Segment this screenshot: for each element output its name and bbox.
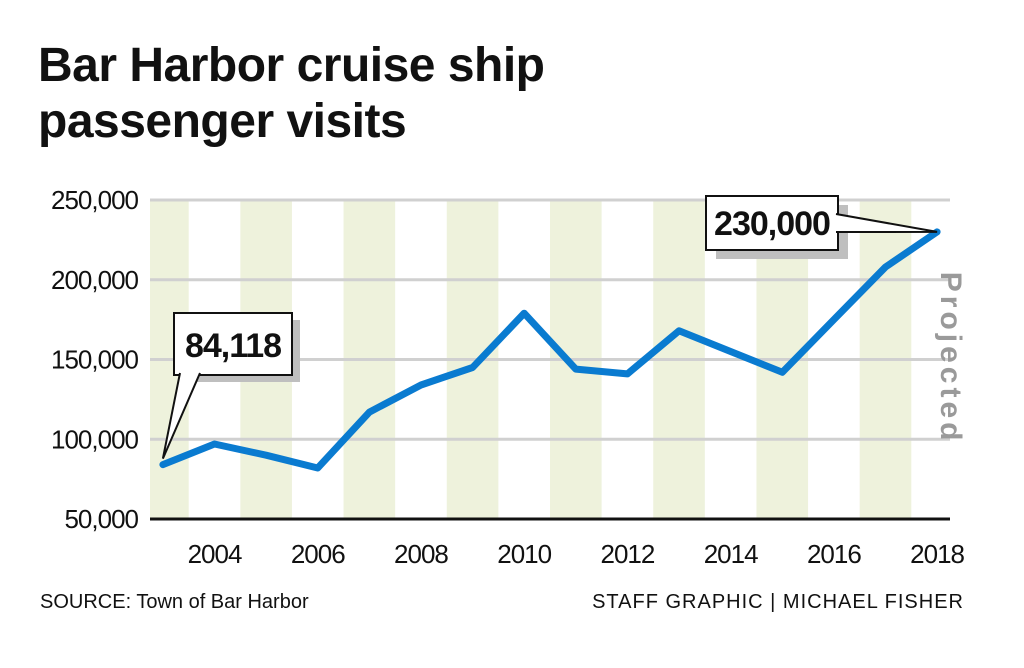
data-point — [780, 370, 785, 375]
callout-end-label: 230,000 — [714, 205, 830, 243]
data-point — [625, 371, 630, 376]
y-tick-label: 150,000 — [51, 345, 139, 375]
series-line — [159, 228, 941, 472]
data-point — [883, 264, 888, 269]
callout-start: 84,118 — [161, 312, 300, 459]
data-point — [522, 311, 527, 316]
data-point — [573, 367, 578, 372]
gridlines — [150, 198, 950, 521]
y-tick-label: 50,000 — [64, 504, 138, 534]
data-point — [264, 453, 269, 458]
data-point — [470, 365, 475, 370]
staff-credit: STAFF GRAPHIC | MICHAEL FISHER — [592, 591, 964, 613]
x-tick-label: 2014 — [704, 539, 758, 569]
callout-start-label: 84,118 — [185, 327, 281, 365]
plot-area — [159, 228, 941, 472]
data-point — [728, 349, 733, 354]
x-tick-label: 2018 — [910, 539, 964, 569]
x-tick-label: 2012 — [600, 539, 654, 569]
x-tick-label: 2006 — [291, 539, 345, 569]
y-tick-label: 200,000 — [51, 265, 139, 295]
y-tick-label: 100,000 — [51, 424, 139, 454]
x-tick-label: 2008 — [394, 539, 448, 569]
data-point — [418, 383, 423, 388]
callout-end-box — [705, 195, 839, 251]
chart-title: Bar Harbor cruise ship passenger visits — [38, 39, 545, 148]
data-point — [831, 317, 836, 322]
source-note: SOURCE: Town of Bar Harbor — [40, 591, 309, 613]
x-tick-label: 2004 — [188, 539, 242, 569]
data-point — [160, 462, 165, 467]
callout-end-pointer — [835, 213, 938, 233]
y-tick-label: 250,000 — [51, 185, 139, 215]
data-point — [315, 465, 320, 470]
data-point — [367, 410, 372, 415]
y-axis-ticks: 50,000 100,000 150,000 200,000 250,000 — [51, 185, 140, 534]
callout-start-pointer — [161, 372, 201, 459]
callout-end: 230,000 — [705, 195, 938, 259]
data-point — [212, 442, 217, 447]
callout-start-box — [173, 312, 293, 376]
projected-label: Projected — [934, 272, 967, 445]
data-point — [677, 328, 682, 333]
x-tick-label: 2010 — [497, 539, 551, 569]
x-tick-label: 2016 — [807, 539, 861, 569]
x-axis-ticks: 2004 2006 2008 2010 2012 2014 2016 2018 — [188, 539, 966, 569]
